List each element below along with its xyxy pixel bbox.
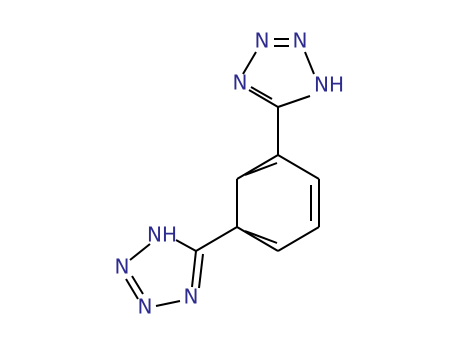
atom-labels: N N N NH NH N N N: [115, 29, 344, 319]
atom-label: NH: [314, 73, 344, 97]
bond: [277, 226, 320, 252]
bond: [244, 162, 278, 176]
bond: [244, 230, 278, 244]
bond: [277, 154, 320, 180]
bond: [195, 226, 238, 252]
atom-label: NH: [147, 223, 177, 247]
bond: [129, 243, 151, 261]
bond: [191, 250, 197, 288]
atom-label: N: [293, 29, 308, 53]
bond: [277, 95, 311, 108]
bond: [236, 154, 279, 180]
bond: [304, 51, 315, 75]
bonds: [125, 38, 320, 307]
bond: [125, 278, 139, 300]
bond: [131, 275, 144, 295]
bond: [155, 300, 181, 307]
atom-label: N: [184, 285, 199, 309]
bond: [236, 226, 279, 252]
bond: [242, 51, 257, 75]
atom-label: N: [233, 71, 248, 95]
bond: [175, 239, 197, 252]
bond: [250, 86, 273, 100]
bond: [198, 253, 204, 289]
atom-label: N: [255, 29, 270, 53]
bond: [248, 89, 279, 108]
atom-label: N: [115, 255, 130, 279]
atom-label: N: [138, 295, 153, 319]
